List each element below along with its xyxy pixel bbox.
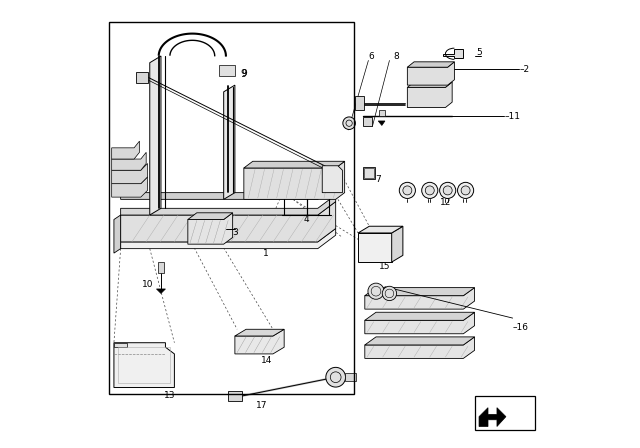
Polygon shape (188, 213, 233, 220)
Polygon shape (157, 289, 165, 293)
Polygon shape (220, 65, 235, 76)
Polygon shape (358, 233, 392, 262)
Text: 1: 1 (264, 249, 269, 258)
Circle shape (343, 117, 355, 129)
Circle shape (458, 182, 474, 198)
Circle shape (399, 182, 415, 198)
Polygon shape (136, 72, 148, 83)
Polygon shape (378, 121, 385, 125)
Text: 10: 10 (142, 280, 153, 289)
Polygon shape (244, 161, 345, 199)
Polygon shape (112, 141, 140, 159)
Polygon shape (112, 177, 148, 197)
Circle shape (422, 182, 438, 198)
Polygon shape (114, 343, 174, 388)
Polygon shape (365, 312, 475, 334)
Polygon shape (407, 82, 452, 87)
Polygon shape (188, 213, 233, 244)
Polygon shape (228, 391, 242, 401)
Circle shape (461, 186, 470, 195)
Polygon shape (224, 85, 235, 199)
Circle shape (443, 186, 452, 195)
Polygon shape (407, 82, 452, 108)
Bar (475, 396, 535, 430)
Polygon shape (235, 329, 284, 336)
Polygon shape (443, 49, 463, 58)
Text: 9: 9 (241, 69, 246, 78)
Text: 9: 9 (241, 69, 247, 79)
Bar (379, 110, 385, 116)
Polygon shape (479, 408, 506, 426)
Polygon shape (121, 228, 336, 249)
Bar (109, 22, 354, 394)
Circle shape (440, 182, 456, 198)
Polygon shape (407, 62, 454, 67)
Text: 3: 3 (233, 228, 238, 237)
Polygon shape (365, 288, 475, 296)
Polygon shape (392, 226, 403, 262)
Circle shape (425, 186, 435, 195)
Bar (158, 262, 164, 273)
Polygon shape (407, 62, 454, 85)
Text: 6: 6 (369, 52, 374, 60)
Text: –11: –11 (504, 112, 520, 121)
Polygon shape (365, 288, 475, 309)
Text: 00210424: 00210424 (486, 420, 524, 429)
Text: –16: –16 (513, 323, 529, 332)
Text: 5: 5 (476, 48, 482, 57)
Bar (362, 117, 372, 126)
Text: 8: 8 (394, 52, 399, 60)
Polygon shape (121, 202, 336, 242)
Circle shape (326, 367, 346, 387)
Text: 15: 15 (380, 262, 390, 271)
Polygon shape (323, 166, 342, 193)
Polygon shape (365, 337, 475, 358)
Polygon shape (114, 343, 127, 347)
Circle shape (368, 283, 384, 299)
Polygon shape (121, 195, 336, 215)
Text: 17: 17 (256, 401, 268, 410)
Polygon shape (112, 164, 148, 184)
Polygon shape (365, 337, 475, 345)
Polygon shape (244, 161, 345, 168)
Text: 7: 7 (376, 175, 381, 184)
Polygon shape (112, 152, 146, 170)
Bar (118, 347, 170, 383)
Polygon shape (355, 96, 364, 110)
Circle shape (382, 286, 397, 301)
Text: 13: 13 (164, 391, 175, 400)
Text: –2: –2 (520, 65, 529, 74)
Polygon shape (121, 179, 336, 199)
Bar (362, 167, 375, 179)
Bar (364, 168, 374, 178)
Text: 14: 14 (260, 356, 272, 365)
Text: 12: 12 (440, 198, 451, 207)
Polygon shape (235, 329, 284, 354)
Polygon shape (358, 226, 403, 233)
Polygon shape (345, 373, 356, 381)
Polygon shape (114, 215, 121, 253)
Polygon shape (150, 56, 161, 215)
Polygon shape (365, 312, 475, 320)
Circle shape (403, 186, 412, 195)
Text: 4: 4 (304, 215, 309, 224)
